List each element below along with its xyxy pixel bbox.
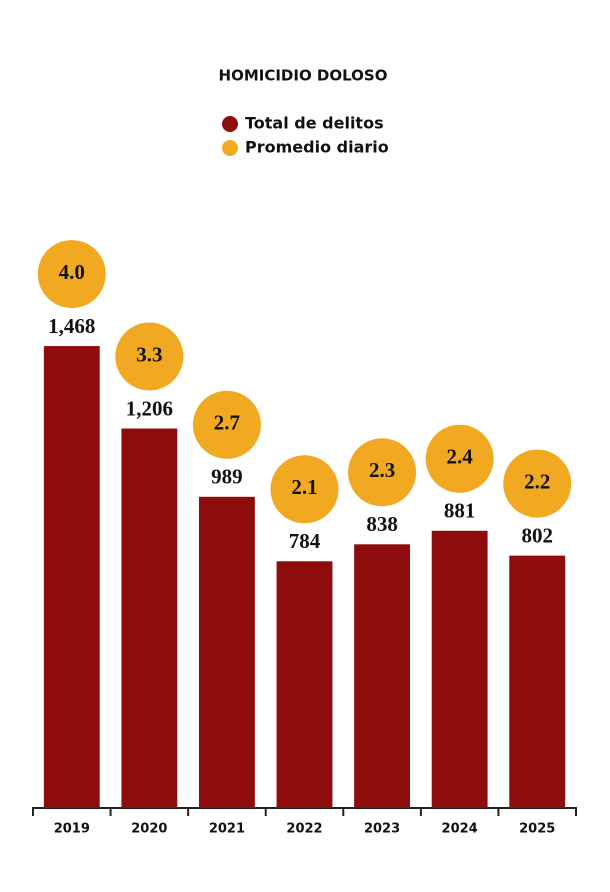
daily-average-bubble [270,455,339,524]
bar [199,496,255,808]
bubble-label: 2.2 [524,469,550,493]
chart-title: HOMICIDIO DOLOSO [219,67,388,85]
x-tick-label: 2022 [286,822,322,837]
bar [509,555,566,808]
bar [276,561,333,808]
daily-average-bubble [348,438,417,507]
bubble-label: 2.3 [369,458,395,482]
daily-average-bubble [37,240,106,309]
legend-marker [222,116,238,132]
daily-average-bubble [425,424,494,493]
value-label: 784 [289,529,321,553]
x-tick-label: 2024 [442,822,478,837]
x-tick-label: 2019 [54,822,90,837]
bubble-label: 4.0 [59,260,85,284]
value-label: 1,206 [126,396,173,420]
value-label: 1,468 [48,314,95,338]
bar [121,428,178,808]
bubble-label: 3.3 [136,342,162,366]
legend-marker [222,140,238,156]
x-tick-label: 2023 [364,822,400,837]
daily-average-bubble [503,449,572,518]
bubble-label: 2.7 [214,411,240,435]
value-label: 989 [211,465,243,489]
bubble-label: 2.1 [291,475,317,499]
bubble-label: 2.4 [447,445,474,469]
x-tick-label: 2021 [209,822,245,837]
legend-label: Promedio diario [245,138,389,157]
value-label: 838 [366,512,398,536]
value-label: 802 [521,523,553,547]
x-tick-label: 2020 [131,822,167,837]
x-tick-label: 2025 [519,822,555,837]
bar [354,544,410,808]
bar [431,530,488,808]
value-label: 881 [444,499,476,523]
legend-label: Total de delitos [245,114,384,133]
bar [43,346,100,808]
daily-average-bubble [115,322,184,391]
daily-average-bubble [192,390,261,459]
